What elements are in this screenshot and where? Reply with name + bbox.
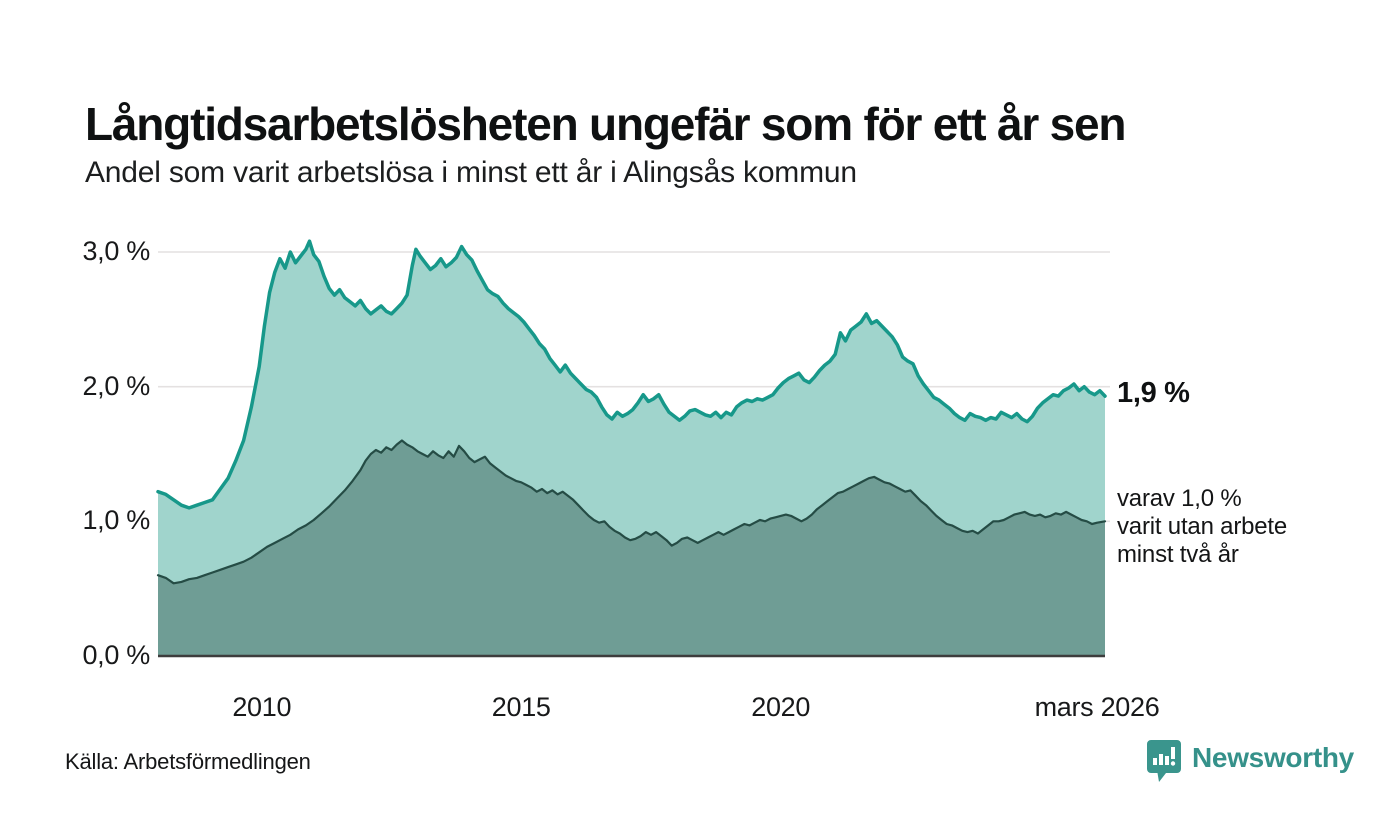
annotation-line: varav 1,0 % [1117, 485, 1242, 512]
annotation-line: minst två år [1117, 541, 1239, 568]
y-axis-tick-label: 2,0 % [82, 370, 150, 401]
newsworthy-logo: Newsworthy [1146, 739, 1354, 783]
series-line-1 [156, 439, 1107, 585]
exclamation-dot [1170, 761, 1176, 766]
series-line-0 [156, 239, 1107, 510]
series-area-1 [158, 440, 1105, 656]
bubble-shape [1147, 740, 1181, 782]
newsworthy-bubble-chart-icon [1147, 740, 1181, 782]
bar-2 [1159, 754, 1163, 765]
x-axis-tick-label: 2010 [232, 692, 292, 722]
latest-value-label: 1,9 % [1117, 377, 1190, 409]
x-axis-tick-label: mars 2026 [1034, 692, 1160, 722]
annotation-line: varit utan arbete [1117, 513, 1288, 540]
exclamation-bar [1171, 747, 1175, 759]
secondary-series-annotation: varav 1,0 % varit utan arbete minst två … [1117, 485, 1287, 569]
source-note: Källa: Arbetsförmedlingen [65, 749, 311, 774]
bar-3 [1165, 756, 1169, 765]
x-axis-tick-label: 2020 [751, 692, 811, 722]
y-axis-tick-label: 1,0 % [82, 505, 150, 536]
x-axis-tick-label: 2015 [491, 692, 551, 722]
bar-1 [1153, 758, 1157, 765]
page-title: Långtidsarbetslösheten ungefär som för e… [85, 97, 1127, 150]
y-axis-tick-label: 0,0 % [82, 640, 150, 670]
newsworthy-wordmark: Newsworthy [1192, 742, 1354, 773]
y-axis-tick-label: 3,0 % [82, 236, 150, 266]
chart-subtitle: Andel som varit arbetslösa i minst ett å… [85, 156, 857, 189]
